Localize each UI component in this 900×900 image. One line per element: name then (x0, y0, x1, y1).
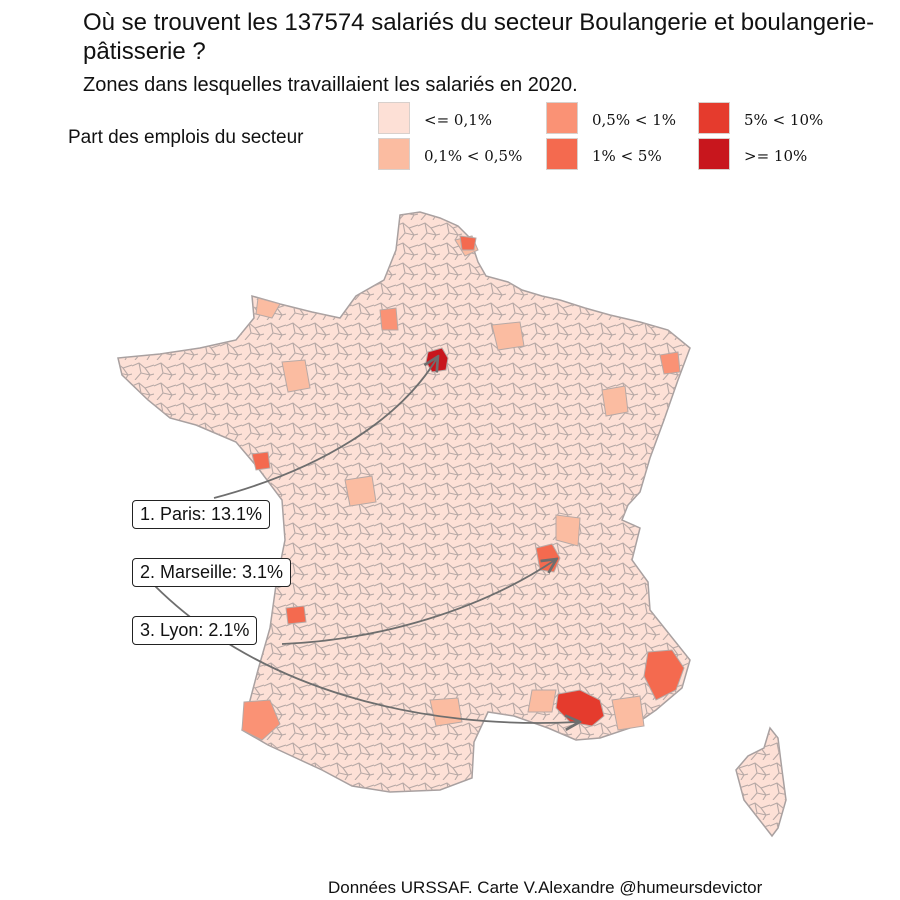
zone-0-5-1 (379, 307, 399, 331)
corsica-mesh (736, 728, 786, 836)
zone-1-5 (251, 451, 271, 471)
legend-swatch-4 (546, 138, 578, 170)
legend-title: Part des emplois du secteur (68, 127, 304, 148)
legend-label-4: 1% < 5% (592, 147, 662, 165)
zone-0-1-0-5 (255, 297, 281, 319)
legend-swatch-6 (698, 138, 730, 170)
zone-1-5 (643, 649, 685, 701)
legend-swatch-3 (546, 102, 578, 134)
legend-swatch-2 (378, 138, 410, 170)
legend-label-3: 0,5% < 1% (592, 111, 677, 129)
zone-1-5 (285, 605, 307, 625)
zone-0-1-0-5 (491, 321, 525, 351)
highlight-zones (241, 235, 685, 741)
zone-0-1-0-5 (429, 697, 463, 727)
zone-0-5-1 (241, 699, 281, 741)
callout-marseille: 2. Marseille: 3.1% (132, 558, 292, 587)
zone-0-1-0-5 (344, 475, 377, 507)
legend-label-2: 0,1% < 0,5% (424, 147, 523, 165)
arrow-paris (213, 358, 437, 499)
mainland-mesh (118, 212, 690, 792)
callout-lyon: 3. Lyon: 2.1% (132, 616, 258, 645)
legend: <= 0,1% 0,1% < 0,5% 0,5% < 1% 1% < 5% 5%… (378, 102, 858, 172)
zone-0-1-0-5 (281, 359, 311, 393)
legend-label-5: 5% < 10% (744, 111, 824, 129)
zone-0-1-0-5 (611, 695, 645, 731)
zone-0-1-0-5 (527, 689, 557, 713)
legend-label-6: >= 10% (744, 147, 808, 165)
zone-0-1-0-5 (601, 385, 629, 417)
source-caption: Données URSSAF. Carte V.Alexandre @humeu… (328, 878, 763, 897)
arrow-lyon (281, 560, 555, 645)
callout-paris: 1. Paris: 13.1% (132, 500, 271, 529)
zone-1-5 (459, 235, 477, 251)
legend-label-1: <= 0,1% (424, 111, 493, 129)
zone-0-1-0-5 (555, 514, 581, 547)
legend-swatch-1 (378, 102, 410, 134)
zone-0-5-1 (659, 351, 681, 375)
map-title: Où se trouvent les 137574 salariés du se… (83, 9, 875, 65)
legend-swatch-5 (698, 102, 730, 134)
map-subtitle: Zones dans lesquelles travaillaient les … (83, 74, 578, 96)
